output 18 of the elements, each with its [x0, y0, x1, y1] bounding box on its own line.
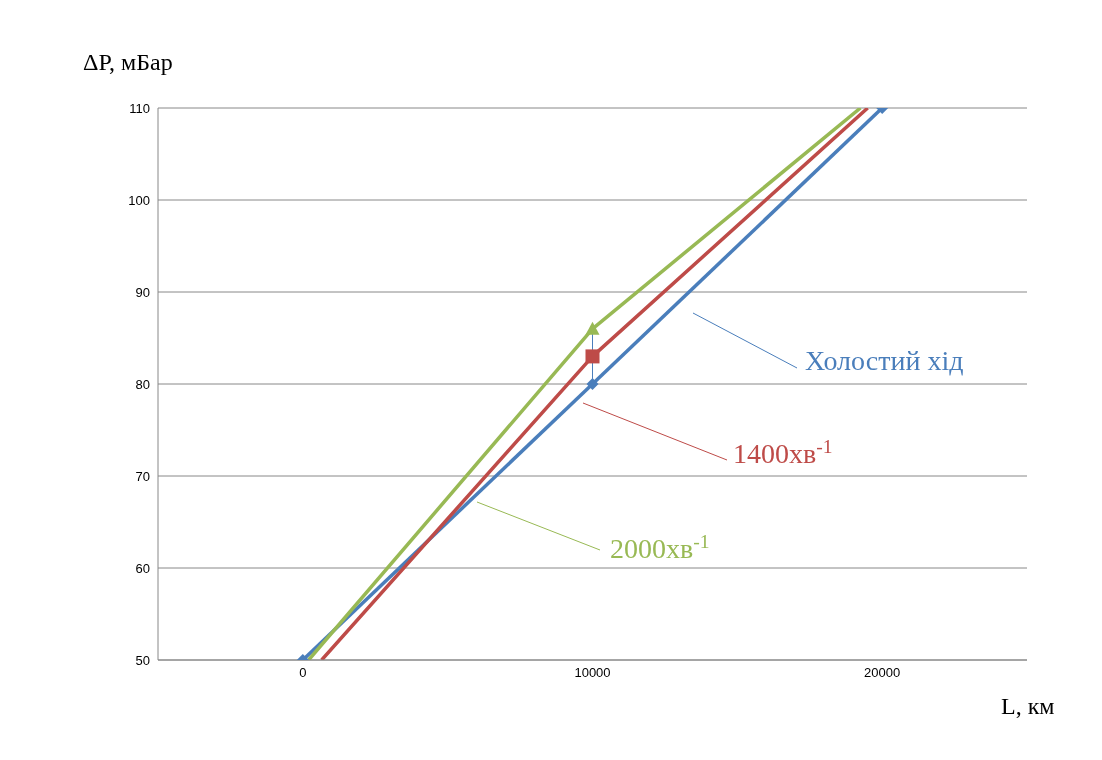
y-axis-title: ΔP, мБар: [83, 49, 173, 75]
y-tick-label: 80: [135, 376, 150, 392]
y-tick-label: 110: [129, 100, 150, 116]
point: [585, 321, 600, 335]
text: 1400хв$^{-1}$: [733, 435, 833, 469]
x-tick-label: 0: [299, 665, 307, 681]
y-tick-label: 70: [135, 468, 150, 484]
y-tick-label: 50: [135, 652, 150, 668]
x-axis-title: L, км: [1001, 693, 1055, 719]
point: [585, 349, 600, 364]
point: [586, 378, 599, 390]
x-tick-label: 20000: [864, 665, 901, 681]
y-tick-label: 90: [135, 284, 150, 300]
x-tick-label: 10000: [574, 665, 611, 681]
text: 2000хв$^{-1}$: [610, 530, 710, 564]
text: Холостий хід: [805, 345, 964, 376]
y-tick-label: 100: [128, 192, 150, 208]
y-tick-label: 60: [135, 560, 150, 576]
